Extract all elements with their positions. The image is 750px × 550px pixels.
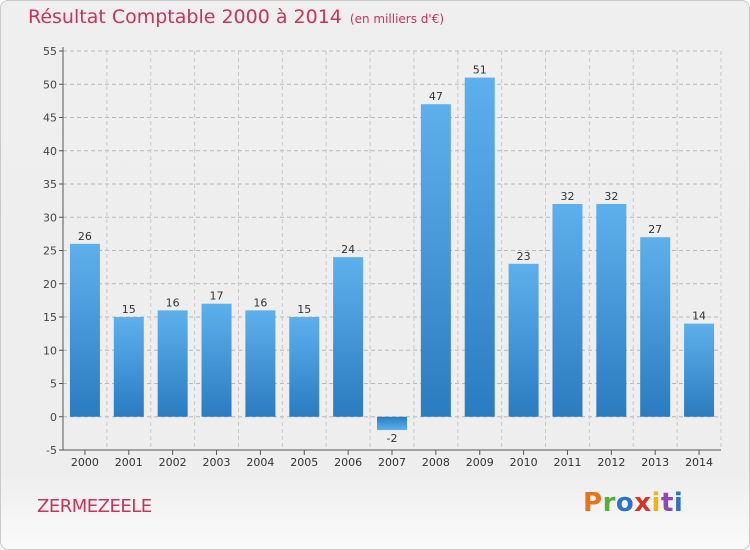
bar bbox=[464, 77, 495, 417]
xtick-label: 2004 bbox=[246, 456, 274, 469]
chart-title: Résultat Comptable 2000 à 2014 (en millie… bbox=[28, 6, 444, 28]
bar bbox=[113, 317, 144, 417]
ytick-label: 55 bbox=[43, 45, 57, 58]
ytick-label: 25 bbox=[43, 245, 57, 258]
xtick-label: 2005 bbox=[290, 456, 318, 469]
data-label: 24 bbox=[341, 243, 355, 256]
data-labels: 26 15 16 17 16 15 24 -2 47 51 23 32 32 27 14 bbox=[78, 64, 706, 445]
xtick-label: 2008 bbox=[422, 456, 450, 469]
data-label: 16 bbox=[166, 296, 180, 309]
chart-subtitle: (en milliers d'€) bbox=[349, 12, 445, 26]
xtick-label: 2013 bbox=[641, 456, 669, 469]
data-label: 27 bbox=[648, 223, 662, 236]
xtick-label: 2000 bbox=[71, 456, 99, 469]
bar bbox=[640, 237, 671, 417]
ytick-label: 15 bbox=[43, 311, 57, 324]
ytick-label: 10 bbox=[43, 344, 57, 357]
data-label: 47 bbox=[429, 90, 443, 103]
ytick-label: 0 bbox=[50, 411, 57, 424]
bar bbox=[552, 203, 583, 417]
bar bbox=[596, 203, 627, 417]
bar bbox=[201, 303, 232, 417]
data-label: -2 bbox=[387, 432, 398, 445]
data-label: 14 bbox=[692, 310, 706, 323]
data-label: 16 bbox=[253, 296, 267, 309]
bar bbox=[508, 263, 539, 417]
logo-letter: t bbox=[660, 488, 674, 518]
data-label: 26 bbox=[78, 230, 92, 243]
xtick-label: 2009 bbox=[466, 456, 494, 469]
bars bbox=[69, 77, 715, 431]
ytick-label: 20 bbox=[43, 278, 57, 291]
data-label: 15 bbox=[122, 303, 136, 316]
xtick-label: 2001 bbox=[115, 456, 143, 469]
logo-letter: P bbox=[583, 488, 603, 518]
ytick-label: 35 bbox=[43, 178, 57, 191]
data-label: 15 bbox=[297, 303, 311, 316]
data-label: 32 bbox=[604, 190, 618, 203]
data-label: 17 bbox=[210, 290, 224, 303]
xtick-label: 2006 bbox=[334, 456, 362, 469]
ytick-label: 45 bbox=[43, 112, 57, 125]
xtick-label: 2007 bbox=[378, 456, 406, 469]
proxiti-logo[interactable]: Proxiti bbox=[583, 488, 683, 518]
logo-letter: x bbox=[634, 488, 652, 518]
data-label: 32 bbox=[560, 190, 574, 203]
bar bbox=[684, 323, 715, 417]
bar bbox=[377, 416, 407, 431]
data-label: 23 bbox=[517, 250, 531, 263]
xtick-label: 2014 bbox=[685, 456, 713, 469]
logo-letter: i bbox=[673, 488, 684, 518]
bar bbox=[157, 310, 188, 417]
xtick-label: 2011 bbox=[553, 456, 581, 469]
logo-letter: i bbox=[651, 488, 661, 518]
axes: -5 0 5 10 15 20 25 30 35 40 45 50 55 2000 2001 2002 2003… bbox=[43, 45, 721, 469]
logo-letter: r bbox=[602, 488, 616, 518]
bar bbox=[333, 257, 364, 417]
logo-letter: o bbox=[615, 488, 635, 518]
ytick-label: 5 bbox=[50, 378, 57, 391]
ytick-label: -5 bbox=[46, 444, 57, 457]
xtick-label: 2002 bbox=[159, 456, 187, 469]
ytick-label: 40 bbox=[43, 145, 57, 158]
xtick-label: 2003 bbox=[203, 456, 231, 469]
bar bbox=[245, 310, 276, 417]
city-name: ZERMEZEELE bbox=[37, 496, 152, 517]
bar bbox=[420, 104, 451, 417]
xtick-label: 2012 bbox=[597, 456, 625, 469]
data-label: 51 bbox=[473, 64, 487, 77]
bar bbox=[69, 243, 100, 417]
title-text: Résultat Comptable 2000 à 2014 bbox=[28, 6, 342, 28]
ytick-label: 50 bbox=[43, 78, 57, 91]
bar bbox=[289, 317, 320, 417]
ytick-label: 30 bbox=[43, 211, 57, 224]
xtick-label: 2010 bbox=[510, 456, 538, 469]
